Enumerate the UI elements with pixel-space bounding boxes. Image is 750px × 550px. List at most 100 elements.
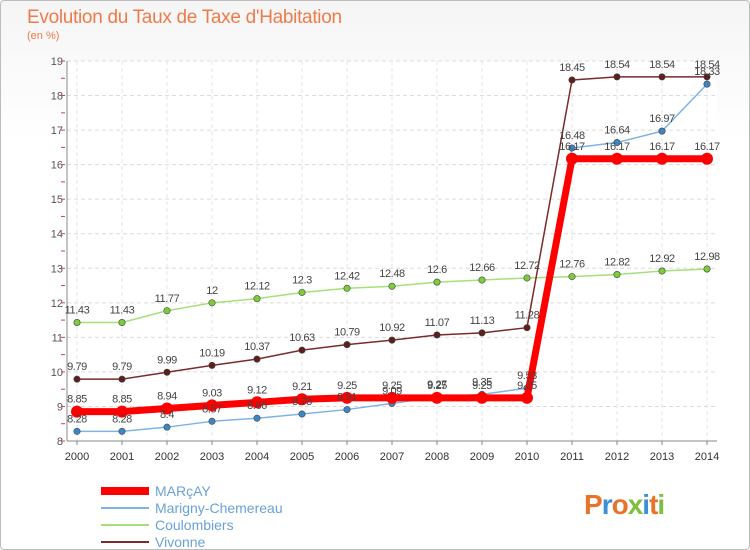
data-label: 9.12 bbox=[247, 384, 267, 396]
data-label: 16.17 bbox=[694, 141, 720, 153]
data-label: 9.03 bbox=[202, 387, 222, 399]
data-label: 8.66 bbox=[247, 400, 267, 412]
data-label: 16.64 bbox=[604, 125, 630, 137]
data-point bbox=[613, 270, 621, 278]
y-tick-label: 15 bbox=[51, 194, 63, 206]
legend-swatch bbox=[101, 487, 149, 495]
data-label: 12.12 bbox=[244, 281, 270, 293]
x-tick-label: 2005 bbox=[290, 451, 314, 463]
x-tick-label: 2003 bbox=[200, 451, 224, 463]
data-label: 16.48 bbox=[559, 130, 585, 142]
data-point bbox=[478, 276, 486, 284]
data-label: 9.79 bbox=[67, 361, 87, 373]
data-point bbox=[118, 375, 126, 383]
data-label: 8.94 bbox=[157, 391, 177, 403]
data-label: 16.97 bbox=[649, 113, 675, 125]
data-point bbox=[343, 406, 351, 414]
legend-label: MARçAY bbox=[155, 483, 211, 499]
data-point bbox=[433, 331, 441, 339]
data-label: 9.25 bbox=[382, 380, 402, 392]
data-point bbox=[613, 73, 621, 81]
x-tick-label: 2013 bbox=[650, 451, 674, 463]
data-label: 9.27 bbox=[427, 379, 447, 391]
data-label: 12.66 bbox=[469, 262, 495, 274]
data-point bbox=[206, 399, 218, 412]
x-tick-label: 2004 bbox=[245, 451, 269, 463]
data-label: 12.72 bbox=[514, 260, 540, 272]
legend-item: MARçAY bbox=[101, 483, 211, 499]
x-tick-label: 2008 bbox=[425, 451, 449, 463]
data-point bbox=[73, 319, 81, 327]
data-label: 11.77 bbox=[155, 293, 180, 305]
data-label: 10.63 bbox=[289, 332, 315, 344]
data-point bbox=[388, 282, 396, 290]
data-label: 12 bbox=[206, 285, 218, 297]
data-point bbox=[386, 391, 398, 404]
data-point bbox=[343, 341, 351, 349]
data-point bbox=[568, 76, 576, 84]
data-point bbox=[118, 319, 126, 327]
data-label: 10.37 bbox=[244, 341, 270, 353]
y-tick-label: 11 bbox=[52, 332, 63, 344]
x-tick-label: 2006 bbox=[335, 451, 359, 463]
data-label: 10.19 bbox=[199, 347, 225, 359]
logo-letter: t bbox=[649, 489, 658, 520]
y-tick-label: 18 bbox=[51, 91, 63, 103]
data-label: 9.53 bbox=[517, 370, 537, 382]
data-point bbox=[253, 414, 261, 422]
legend-item: Marigny-Chemereau bbox=[101, 500, 283, 516]
chart-unit-label: (en %) bbox=[27, 30, 60, 42]
data-point bbox=[251, 396, 263, 409]
logo-letter: i bbox=[642, 489, 650, 520]
data-label: 11.07 bbox=[425, 317, 450, 329]
data-point bbox=[568, 273, 576, 281]
data-point bbox=[298, 346, 306, 354]
data-point bbox=[73, 427, 81, 435]
data-label: 9.25 bbox=[427, 380, 447, 392]
data-label: 9.25 bbox=[337, 380, 357, 392]
legend-swatch bbox=[101, 524, 149, 526]
data-label: 9.35 bbox=[472, 376, 492, 388]
data-point bbox=[343, 284, 351, 292]
y-tick-label: 9 bbox=[57, 401, 63, 413]
data-label: 8.57 bbox=[202, 403, 222, 415]
x-tick-label: 2012 bbox=[605, 451, 629, 463]
data-label: 16.17 bbox=[604, 141, 630, 153]
logo-letter: P bbox=[584, 489, 603, 520]
data-point bbox=[163, 423, 171, 431]
legend-item: Vivonne bbox=[101, 534, 205, 549]
data-point bbox=[253, 355, 261, 363]
data-point bbox=[118, 427, 126, 435]
logo-letter: i bbox=[657, 489, 665, 520]
data-point bbox=[208, 417, 216, 425]
data-point bbox=[478, 329, 486, 337]
y-tick-label: 14 bbox=[51, 229, 63, 241]
data-point bbox=[568, 144, 576, 152]
data-point bbox=[431, 391, 443, 404]
data-label: 18.54 bbox=[649, 59, 675, 71]
logo-letter: x bbox=[627, 489, 644, 520]
data-label: 12.82 bbox=[604, 256, 630, 268]
data-label: 8.28 bbox=[67, 413, 87, 425]
data-label: 11.43 bbox=[110, 305, 135, 317]
data-point bbox=[253, 295, 261, 303]
data-label: 8.85 bbox=[112, 394, 132, 406]
data-label: 11.13 bbox=[470, 315, 495, 327]
data-label: 8.85 bbox=[67, 394, 87, 406]
y-tick-label: 8 bbox=[57, 436, 63, 448]
data-label: 12.92 bbox=[649, 253, 675, 265]
legend-label: Coulombiers bbox=[155, 517, 234, 533]
legend-swatch bbox=[101, 541, 149, 543]
data-point bbox=[161, 402, 173, 415]
data-label: 8.4 bbox=[160, 409, 174, 421]
data-label: 9.25 bbox=[517, 380, 537, 392]
data-point bbox=[523, 274, 531, 282]
data-label: 10.79 bbox=[334, 327, 360, 339]
data-label: 11.28 bbox=[515, 310, 540, 322]
data-point bbox=[71, 405, 83, 418]
proxiti-logo: Proxiti bbox=[584, 489, 665, 521]
y-tick-label: 13 bbox=[51, 263, 63, 275]
y-tick-label: 19 bbox=[51, 56, 63, 68]
data-point bbox=[656, 152, 668, 165]
data-point bbox=[521, 391, 533, 404]
